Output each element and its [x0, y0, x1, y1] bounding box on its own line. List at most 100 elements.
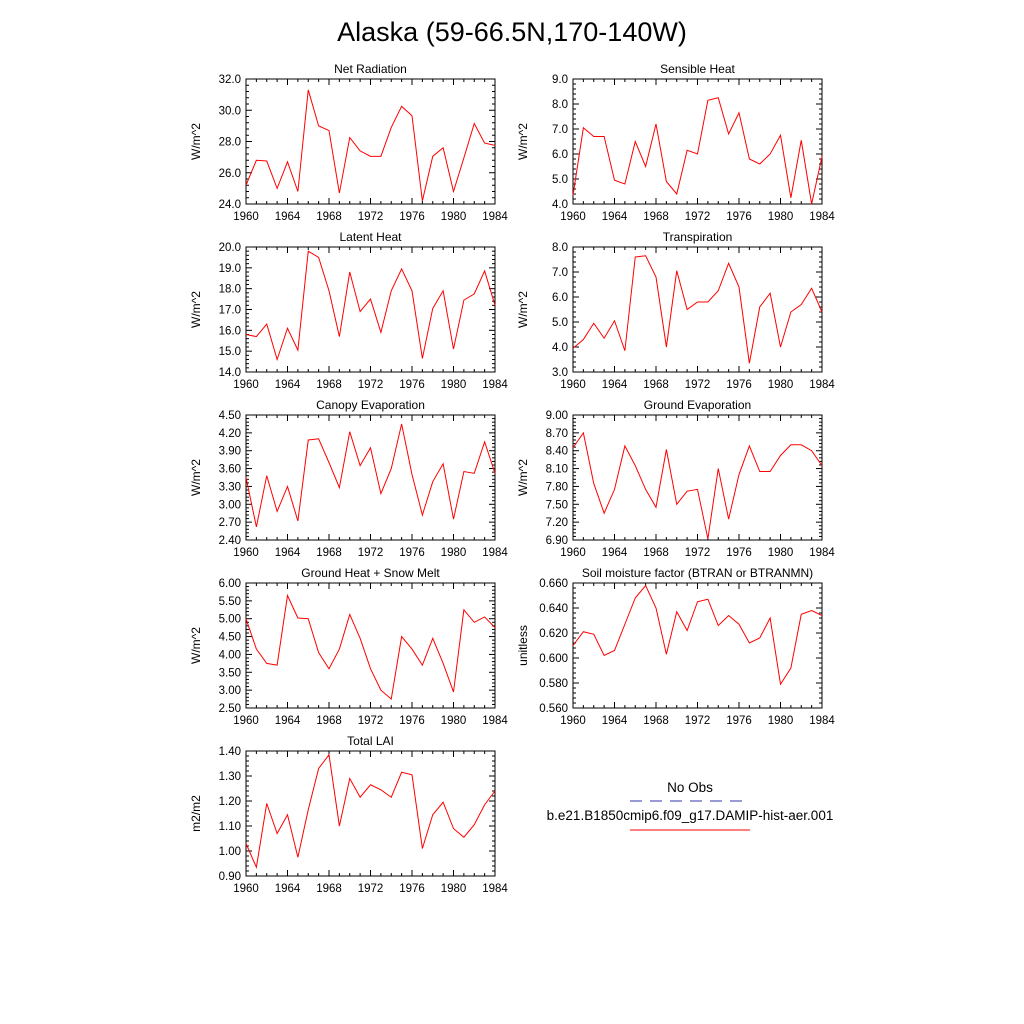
y-tick-label: 19.0 — [219, 263, 241, 275]
x-tick-label: 1980 — [441, 211, 467, 223]
y-tick-label: 6.0 — [552, 292, 568, 304]
x-tick-label: 1980 — [441, 715, 467, 727]
chart-panel: Ground Heat + Snow Melt W/m^2 1960 1964 1968… — [189, 566, 508, 727]
y-tick-label: 4.00 — [219, 649, 241, 661]
y-tick-label: 8.0 — [552, 242, 568, 254]
y-tick-label: 5.50 — [219, 596, 241, 608]
x-tick-label: 1968 — [316, 715, 342, 727]
chart-panel: Net Radiation W/m^2 1960 1964 1968 1972 1976 19… — [189, 62, 508, 223]
chart-panel: Sensible Heat W/m^2 1960 1964 1968 1972 1976 19… — [516, 62, 835, 223]
series-line — [245, 423, 496, 528]
x-tick-label: 1960 — [560, 379, 586, 391]
x-tick-label: 1980 — [768, 547, 794, 559]
series-line — [245, 89, 496, 201]
x-tick-label: 1972 — [358, 715, 384, 727]
x-tick-label: 1976 — [399, 547, 425, 559]
x-tick-label: 1960 — [233, 883, 259, 895]
chart-panel: Canopy Evaporation W/m^2 1960 1964 1968 1972 1… — [189, 398, 508, 559]
panel-title: Soil moisture factor (BTRAN or BTRANMN) — [582, 566, 813, 580]
y-tick-label: 6.0 — [552, 149, 568, 161]
legend: No Obs b.e21.B1850cmip6.f09_g17.DAMIP-hi… — [547, 780, 834, 831]
x-tick-label: 1984 — [809, 379, 835, 391]
x-tick-label: 1980 — [441, 883, 467, 895]
y-tick-label: 7.80 — [546, 481, 568, 493]
y-tick-label: 18.0 — [219, 284, 241, 296]
x-tick-label: 1984 — [809, 547, 835, 559]
x-tick-label: 1972 — [358, 211, 384, 223]
y-tick-label: 8.70 — [546, 428, 568, 440]
series-line — [245, 593, 496, 701]
x-tick-label: 1968 — [316, 883, 342, 895]
chart-panel: Soil moisture factor (BTRAN or BTRANMN) u… — [516, 566, 835, 727]
x-tick-label: 1960 — [233, 211, 259, 223]
x-tick-label: 1980 — [768, 211, 794, 223]
x-tick-label: 1968 — [643, 379, 669, 391]
x-tick-label: 1976 — [726, 211, 752, 223]
x-tick-label: 1960 — [233, 379, 259, 391]
y-tick-label: 28.0 — [219, 137, 241, 149]
y-tick-label: 8.40 — [546, 446, 568, 458]
legend-model-label: b.e21.B1850cmip6.f09_g17.DAMIP-hist-aer.… — [547, 808, 834, 823]
x-tick-label: 1960 — [560, 547, 586, 559]
y-tick-label: 0.580 — [539, 678, 568, 690]
x-tick-label: 1968 — [316, 547, 342, 559]
y-tick-label: 3.00 — [219, 685, 241, 697]
y-axis-label: W/m^2 — [516, 291, 530, 328]
x-tick-label: 1976 — [399, 211, 425, 223]
y-tick-label: 16.0 — [219, 325, 241, 337]
series-line — [572, 97, 823, 205]
y-tick-label: 3.0 — [552, 367, 568, 379]
y-tick-label: 0.620 — [539, 628, 568, 640]
series-line — [572, 431, 823, 539]
y-tick-label: 1.30 — [219, 771, 241, 783]
x-tick-label: 1976 — [399, 883, 425, 895]
x-tick-label: 1984 — [482, 379, 508, 391]
y-tick-label: 0.600 — [539, 653, 568, 665]
y-axis-label: unitless — [516, 625, 530, 666]
x-tick-label: 1976 — [726, 715, 752, 727]
y-tick-label: 7.0 — [552, 124, 568, 136]
x-tick-label: 1972 — [685, 211, 711, 223]
x-tick-label: 1960 — [233, 715, 259, 727]
y-tick-label: 4.20 — [219, 428, 241, 440]
y-tick-label: 5.0 — [552, 174, 568, 186]
y-tick-label: 8.10 — [546, 464, 568, 476]
y-tick-label: 9.0 — [552, 74, 568, 86]
x-tick-label: 1968 — [316, 379, 342, 391]
y-tick-label: 0.560 — [539, 703, 568, 715]
y-tick-label: 4.0 — [552, 199, 568, 211]
y-axis-label: m2/m2 — [189, 795, 203, 832]
x-tick-label: 1960 — [233, 547, 259, 559]
y-tick-label: 2.70 — [219, 517, 241, 529]
chart-panel: Transpiration W/m^2 1960 1964 1968 1972 1976 19… — [516, 230, 835, 391]
x-tick-label: 1964 — [275, 547, 301, 559]
y-tick-label: 6.90 — [546, 535, 568, 547]
y-tick-label: 1.20 — [219, 796, 241, 808]
x-tick-label: 1980 — [768, 379, 794, 391]
y-tick-label: 6.00 — [219, 578, 241, 590]
x-tick-label: 1980 — [441, 379, 467, 391]
y-tick-label: 17.0 — [219, 305, 241, 317]
y-tick-label: 0.640 — [539, 603, 568, 615]
panel-title: Canopy Evaporation — [316, 398, 425, 412]
x-tick-label: 1984 — [482, 715, 508, 727]
x-tick-label: 1964 — [275, 883, 301, 895]
y-tick-label: 2.40 — [219, 535, 241, 547]
x-tick-label: 1960 — [560, 211, 586, 223]
panels: Net Radiation W/m^2 1960 1964 1968 1972 1976 19… — [189, 62, 835, 895]
y-tick-label: 15.0 — [219, 346, 241, 358]
y-tick-label: 14.0 — [219, 367, 241, 379]
x-tick-label: 1960 — [560, 715, 586, 727]
panel-title: Sensible Heat — [660, 62, 735, 76]
x-tick-label: 1972 — [685, 547, 711, 559]
y-tick-label: 32.0 — [219, 74, 241, 86]
x-tick-label: 1984 — [809, 211, 835, 223]
panel-title: Transpiration — [663, 230, 733, 244]
y-tick-label: 9.00 — [546, 410, 568, 422]
x-tick-label: 1984 — [482, 883, 508, 895]
panel-title: Ground Heat + Snow Melt — [301, 566, 440, 580]
series-line — [245, 753, 496, 870]
series-line — [245, 250, 496, 362]
x-tick-label: 1964 — [275, 211, 301, 223]
y-tick-label: 3.50 — [219, 667, 241, 679]
